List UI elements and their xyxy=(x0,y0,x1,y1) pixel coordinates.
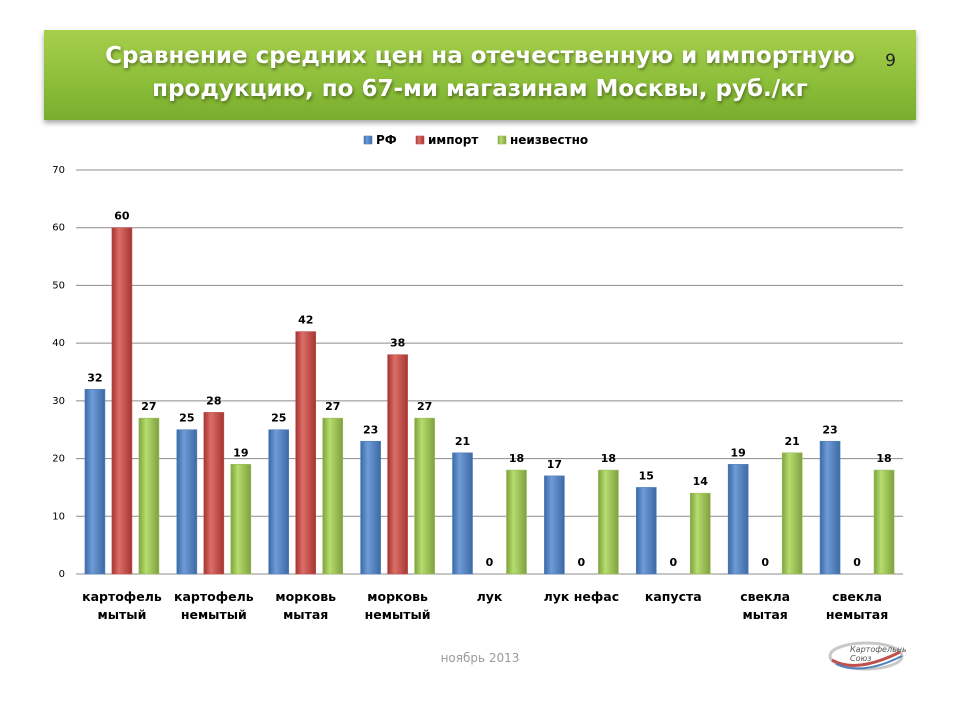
bar-import xyxy=(295,331,317,575)
bar-rf xyxy=(360,440,381,575)
y-tick-label: 0 xyxy=(59,569,65,580)
x-category-label: картофель xyxy=(82,589,162,604)
x-category-label: морковь xyxy=(367,589,428,604)
slide-number: 9 xyxy=(885,51,896,71)
x-category-label: морковь xyxy=(275,589,336,604)
bar-rf xyxy=(544,475,565,575)
title-banner: Сравнение средних цен на отечественную и… xyxy=(44,30,916,120)
data-label: 18 xyxy=(509,452,524,465)
bar-unknown xyxy=(689,492,711,575)
slide-title-line-1: Сравнение средних цен на отечественную и… xyxy=(105,43,855,69)
y-tick-label: 60 xyxy=(52,223,65,234)
x-category-label: картофель xyxy=(174,589,254,604)
x-category-label: немытый xyxy=(365,607,431,622)
chart-data-labels: 32 60 27 25 28 19 25 42 27 23 38 27 21 0 18 17 0 18 15 0 14 1… xyxy=(87,210,891,569)
data-label: 23 xyxy=(822,423,837,436)
x-category-label: лук нефас xyxy=(544,589,620,604)
data-label: 19 xyxy=(731,446,746,459)
bar-unknown xyxy=(138,417,160,575)
data-label: 28 xyxy=(206,394,221,407)
slide-title-line-2: продукцию, по 67-ми магазинам Москвы, ру… xyxy=(152,76,808,102)
x-category-label: капуста xyxy=(645,589,702,604)
y-tick-label: 50 xyxy=(52,280,65,291)
bar-rf xyxy=(84,389,106,575)
bar-unknown xyxy=(414,417,435,575)
data-label: 0 xyxy=(761,556,769,569)
legend-swatch xyxy=(415,135,425,145)
bar-unknown xyxy=(781,452,803,575)
x-category-label: свекла xyxy=(832,589,882,604)
y-axis: 0 10 20 30 40 50 60 70 xyxy=(52,165,65,580)
y-tick-label: 20 xyxy=(52,454,65,465)
bar-rf xyxy=(635,487,657,575)
y-tick-label: 70 xyxy=(52,165,65,176)
data-label: 0 xyxy=(853,556,861,569)
x-category-label: мытая xyxy=(743,607,788,622)
legend-label: РФ xyxy=(376,133,397,147)
data-label: 27 xyxy=(141,400,156,413)
data-label: 38 xyxy=(390,337,405,350)
x-category-label: немытый xyxy=(181,607,247,622)
x-category-label: мытая xyxy=(283,607,328,622)
kartofelny-soyuz-logo: Картофельный Союз xyxy=(828,641,906,671)
data-label: 27 xyxy=(325,400,340,413)
data-label: 27 xyxy=(417,400,432,413)
bar-unknown xyxy=(506,469,527,575)
data-label: 0 xyxy=(486,556,494,569)
legend-swatch xyxy=(497,135,507,145)
y-tick-label: 40 xyxy=(52,338,65,349)
bar-unknown xyxy=(230,464,252,575)
data-label: 0 xyxy=(578,556,586,569)
bar-rf xyxy=(268,429,290,575)
svg-text:Картофельный: Картофельный xyxy=(850,645,906,654)
data-label: 18 xyxy=(601,452,616,465)
chart-legend: РФ импорт неизвестно xyxy=(363,133,588,147)
data-label: 42 xyxy=(298,314,313,327)
data-label: 14 xyxy=(693,475,709,488)
bar-chart: РФ импорт неизвестно 0 10 20 30 40 50 60 70 32 60 2… xyxy=(52,133,903,622)
y-tick-label: 10 xyxy=(52,511,65,522)
bar-import xyxy=(111,227,133,575)
data-label: 60 xyxy=(114,210,130,223)
bar-unknown xyxy=(598,469,619,575)
x-axis: картофель мытый картофель немытый морковь мыт… xyxy=(82,589,888,622)
data-label: 21 xyxy=(455,435,470,448)
legend-label: импорт xyxy=(428,133,478,147)
x-category-label: лук xyxy=(477,589,503,604)
data-label: 32 xyxy=(87,371,102,384)
legend-swatch xyxy=(363,135,373,145)
slide-title: Сравнение средних цен на отечественную и… xyxy=(44,40,916,106)
bar-import xyxy=(387,354,408,575)
footer-date: ноябрь 2013 xyxy=(440,651,520,665)
chart-gridlines xyxy=(76,169,903,575)
x-category-label: немытая xyxy=(826,607,888,622)
bar-rf xyxy=(819,440,841,575)
bar-unknown xyxy=(873,469,895,575)
x-category-label: свекла xyxy=(740,589,790,604)
data-label: 0 xyxy=(669,556,677,569)
svg-text:Союз: Союз xyxy=(850,654,871,663)
data-label: 15 xyxy=(639,469,654,482)
bar-rf xyxy=(452,452,473,575)
data-label: 23 xyxy=(363,423,378,436)
data-label: 25 xyxy=(179,412,194,425)
chart-bars xyxy=(84,227,895,575)
data-label: 17 xyxy=(547,458,562,471)
x-category-label: мытый xyxy=(98,607,147,622)
data-label: 21 xyxy=(785,435,800,448)
bar-rf xyxy=(176,429,198,575)
bar-rf xyxy=(727,464,749,575)
data-label: 19 xyxy=(233,446,248,459)
y-tick-label: 30 xyxy=(52,396,65,407)
legend-label: неизвестно xyxy=(510,133,588,147)
data-label: 18 xyxy=(876,452,891,465)
bar-unknown xyxy=(322,417,344,575)
bar-import xyxy=(203,412,225,575)
data-label: 25 xyxy=(271,412,286,425)
